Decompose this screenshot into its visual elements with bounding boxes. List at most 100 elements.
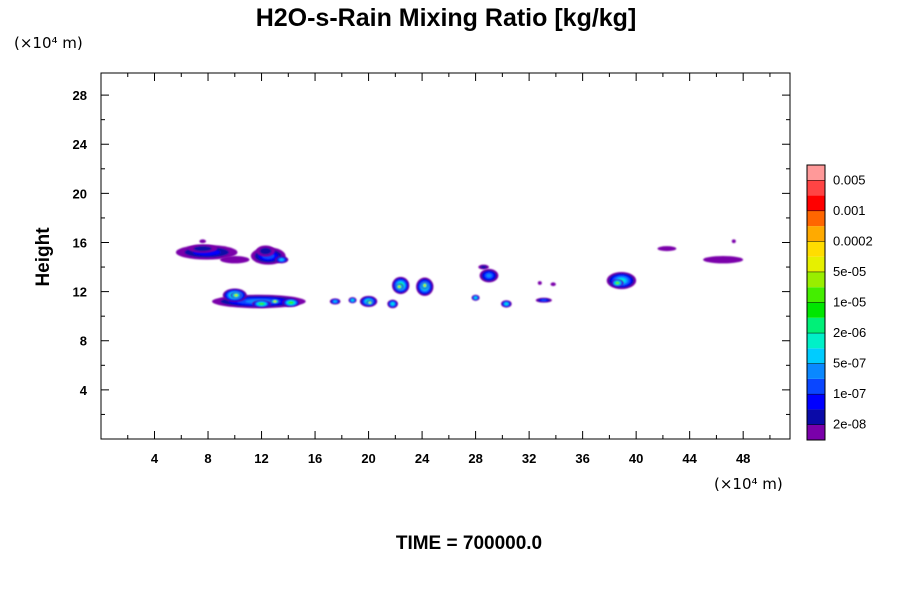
rain-cell <box>348 297 357 304</box>
rain-cell <box>471 294 480 301</box>
colorbar-swatch <box>807 165 825 181</box>
colorbar-swatch <box>807 210 825 227</box>
y-axis-label: Height <box>33 227 54 287</box>
colorbar-label: 0.0002 <box>833 233 873 248</box>
rain-cell <box>187 244 218 253</box>
rain-contour <box>541 299 547 302</box>
y-tick-label: 12 <box>73 285 87 300</box>
rain-cell <box>537 281 542 285</box>
rain-contour <box>703 256 744 264</box>
rain-cell <box>479 268 499 283</box>
rain-contour <box>259 247 272 255</box>
rain-cell <box>274 256 289 264</box>
rain-contour <box>486 273 492 278</box>
rain-cell <box>252 300 271 308</box>
rain-contour <box>333 300 337 303</box>
x-tick-label: 40 <box>629 451 643 466</box>
rain-cell <box>199 239 207 244</box>
x-axis: 4 8 12 16 20 24 28 32 36 40 44 48 <box>127 73 771 466</box>
rain-contour <box>279 258 284 261</box>
colorbar-label: 2e-08 <box>833 417 866 432</box>
rain-contour <box>550 282 556 287</box>
x-tick-label: 24 <box>415 451 430 466</box>
y-axis-unit: (×10⁴ m) <box>14 34 83 52</box>
colorbar-swatch <box>807 409 825 425</box>
rain-cell <box>387 299 399 309</box>
rain-contour <box>657 246 677 252</box>
colorbar-swatch <box>807 256 825 272</box>
rain-contour <box>505 303 508 305</box>
y-tick-label: 4 <box>80 383 88 398</box>
x-tick-label: 44 <box>682 451 697 466</box>
rain-contour <box>480 265 487 269</box>
time-label: TIME = 700000.0 <box>396 533 542 554</box>
rain-cells-layer <box>175 239 744 309</box>
colorbar-swatch <box>807 333 825 349</box>
rain-cell <box>366 300 374 306</box>
rain-cell <box>230 292 242 299</box>
rain-contour <box>289 301 293 304</box>
colorbar-label: 1e-05 <box>833 295 866 310</box>
chart-title: H2O-s-Rain Mixing Ratio [kg/kg] <box>256 4 637 32</box>
colorbar-swatch <box>807 195 825 211</box>
rain-contour <box>398 285 401 288</box>
rain-cell <box>611 279 624 287</box>
x-tick-label: 32 <box>522 451 536 466</box>
rain-cell <box>703 256 744 264</box>
colorbar-swatch <box>807 287 825 303</box>
rain-contour <box>537 281 542 285</box>
plot-frame <box>100 72 791 440</box>
rain-contour <box>616 282 619 284</box>
x-axis-unit: (×10⁴ m) <box>714 475 783 493</box>
rain-contour <box>274 300 276 303</box>
colorbar-label: 1e-07 <box>833 386 866 401</box>
x-tick-label: 36 <box>575 451 589 466</box>
rain-cell <box>550 282 556 287</box>
rain-contour <box>199 239 207 244</box>
colorbar-swatch <box>807 378 825 395</box>
colorbar-label: 0.001 <box>833 203 866 218</box>
rain-cell <box>501 300 512 308</box>
x-tick-label: 48 <box>736 451 750 466</box>
rain-cell <box>657 246 677 252</box>
colorbar: 2e-08 1e-07 5e-07 2e-06 1e-05 5e-05 0.0002 0.00… <box>806 164 873 441</box>
rain-contour <box>423 284 426 287</box>
colorbar-label: 5e-05 <box>833 264 866 279</box>
y-axis: 4 8 12 16 20 24 28 <box>73 88 790 415</box>
x-tick-label: 20 <box>361 451 375 466</box>
rain-cell <box>395 283 404 290</box>
x-tick-label: 16 <box>308 451 322 466</box>
rain-contour <box>193 245 212 252</box>
x-tick-label: 4 <box>151 451 159 466</box>
y-tick-label: 28 <box>73 88 87 103</box>
rain-contour <box>260 303 263 305</box>
rain-cell <box>478 264 489 270</box>
x-tick-label: 28 <box>468 451 482 466</box>
colorbar-swatch <box>807 180 825 196</box>
y-tick-label: 16 <box>73 235 87 250</box>
colorbar-swatch <box>807 348 825 364</box>
rain-cell <box>256 245 275 257</box>
rain-contour <box>369 301 371 304</box>
colorbar-swatch <box>807 363 825 379</box>
colorbar-swatch <box>807 226 825 242</box>
rain-contour <box>731 239 736 244</box>
x-tick-label: 8 <box>204 451 211 466</box>
x-tick-label: 12 <box>254 451 268 466</box>
rain-contour <box>351 299 354 302</box>
y-tick-label: 8 <box>80 334 87 349</box>
rain-cell <box>282 298 300 307</box>
rain-contour <box>474 296 477 299</box>
colorbar-swatch <box>807 241 825 257</box>
rain-cell <box>731 239 736 244</box>
colorbar-swatch <box>807 302 825 318</box>
rain-cell <box>421 281 429 290</box>
y-tick-label: 20 <box>73 186 87 201</box>
rain-contour <box>220 256 250 264</box>
colorbar-label: 5e-07 <box>833 356 866 371</box>
rain-contour <box>235 294 237 297</box>
colorbar-swatch <box>807 271 825 288</box>
colorbar-swatch <box>807 317 825 334</box>
rain-contour <box>391 302 394 305</box>
